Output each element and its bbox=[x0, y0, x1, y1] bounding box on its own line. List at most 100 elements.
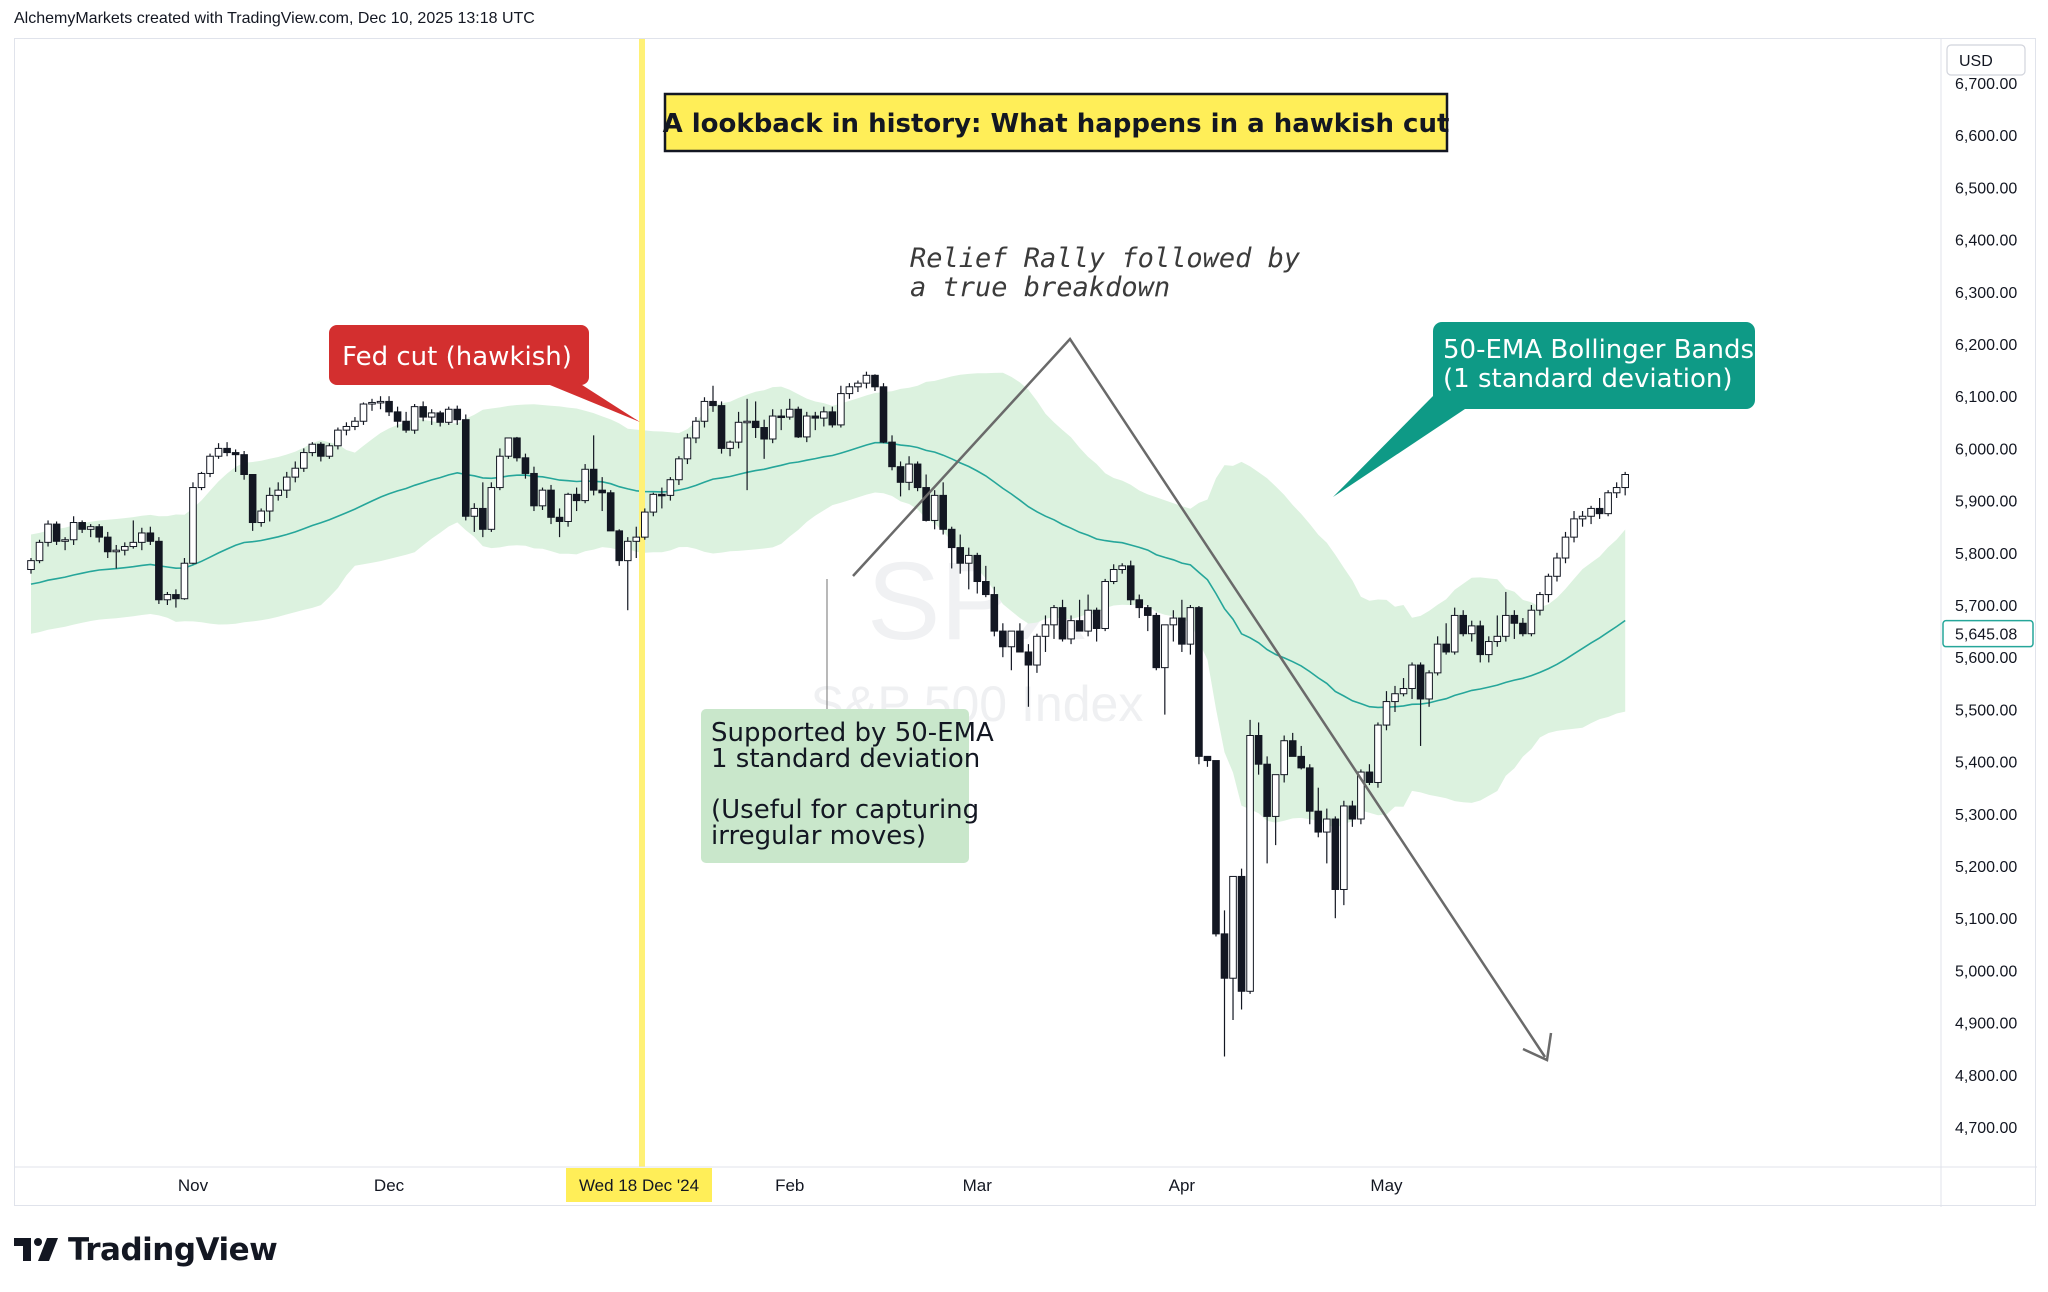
candle bbox=[513, 436, 521, 462]
candle bbox=[444, 406, 453, 425]
candle bbox=[530, 466, 538, 512]
candle bbox=[999, 623, 1007, 658]
candle bbox=[1476, 620, 1485, 663]
price-tick-label: 5,000.00 bbox=[1955, 963, 2017, 980]
candle bbox=[947, 526, 956, 569]
candle bbox=[1084, 594, 1092, 637]
highlight-date-label: Wed 18 Dec '24 bbox=[579, 1176, 699, 1195]
candle bbox=[1561, 531, 1570, 564]
candle bbox=[1186, 605, 1195, 655]
time-axis[interactable]: NovDec2025FebMarAprMay bbox=[178, 1176, 1403, 1195]
time-tick-label: May bbox=[1370, 1176, 1403, 1195]
fed-cut-callout: Fed cut (hawkish) bbox=[329, 325, 640, 422]
time-tick-label: Apr bbox=[1169, 1176, 1196, 1195]
candle bbox=[641, 508, 649, 540]
candle bbox=[376, 396, 385, 410]
price-chart[interactable]: SPX S&P 500 Index A lookback in history:… bbox=[15, 39, 2037, 1207]
candle bbox=[419, 401, 427, 422]
support-label-3: (Useful for capturing bbox=[711, 795, 979, 825]
price-axis[interactable]: 6,700.00 6,600.00 6,500.00 6,400.00 6,300.00… bbox=[1955, 76, 2017, 1137]
candle bbox=[1578, 511, 1587, 527]
price-tick-label: 6,100.00 bbox=[1955, 389, 2017, 406]
candle bbox=[103, 531, 112, 559]
candle bbox=[206, 453, 214, 478]
candle bbox=[1067, 615, 1075, 645]
candle bbox=[240, 451, 248, 480]
candle bbox=[1237, 868, 1246, 1010]
candle bbox=[1502, 591, 1510, 642]
candle bbox=[1365, 764, 1374, 786]
candle bbox=[990, 586, 999, 637]
candle bbox=[52, 521, 61, 545]
candle bbox=[248, 474, 257, 531]
candle bbox=[794, 406, 803, 438]
candle bbox=[658, 487, 666, 509]
candle bbox=[905, 456, 913, 491]
candle bbox=[1041, 615, 1050, 652]
candle bbox=[1152, 612, 1161, 671]
candle bbox=[709, 385, 717, 412]
price-tick-label: 6,700.00 bbox=[1955, 76, 2017, 93]
candle bbox=[368, 398, 376, 411]
chart-frame[interactable]: SPX S&P 500 Index A lookback in history:… bbox=[14, 38, 2037, 1207]
candle bbox=[1391, 685, 1399, 713]
candle bbox=[675, 456, 683, 485]
candle bbox=[461, 414, 470, 521]
candle bbox=[453, 405, 462, 425]
candle bbox=[470, 503, 479, 532]
candle bbox=[163, 591, 172, 605]
price-tick-label: 5,600.00 bbox=[1955, 650, 2017, 667]
candle bbox=[649, 492, 658, 517]
candle bbox=[743, 398, 751, 491]
candle bbox=[1007, 630, 1016, 671]
candle bbox=[547, 484, 555, 525]
tradingview-brand[interactable]: TradingView bbox=[14, 1230, 278, 1270]
candle bbox=[1229, 875, 1237, 1020]
candle bbox=[930, 490, 939, 530]
support-callout: Supported by 50-EMA 1 standard deviation… bbox=[701, 709, 994, 863]
candle bbox=[1459, 610, 1468, 637]
candle bbox=[1220, 910, 1229, 1057]
candle bbox=[291, 461, 300, 483]
candle bbox=[879, 383, 888, 444]
candle bbox=[61, 537, 69, 551]
candle bbox=[1612, 482, 1621, 498]
candle bbox=[1263, 756, 1271, 864]
candle bbox=[1544, 573, 1553, 603]
candle bbox=[1519, 618, 1527, 637]
candle bbox=[334, 427, 342, 450]
bollinger-callout-pointer bbox=[1333, 394, 1468, 497]
bollinger-band-fill bbox=[31, 372, 1626, 829]
candle bbox=[820, 406, 828, 427]
candle bbox=[1348, 800, 1357, 827]
price-tick-label: 4,900.00 bbox=[1955, 1016, 2017, 1033]
candle bbox=[564, 492, 572, 527]
candle bbox=[1604, 490, 1612, 517]
candle bbox=[112, 544, 121, 569]
candle bbox=[1016, 623, 1024, 653]
candle bbox=[1288, 732, 1297, 757]
relief-rally-label-1: Relief Rally followed by bbox=[910, 243, 1301, 274]
candle bbox=[1331, 816, 1340, 919]
candle bbox=[317, 442, 325, 462]
price-tick-label: 6,600.00 bbox=[1955, 128, 2017, 145]
support-callout-box bbox=[701, 709, 969, 863]
price-tick-label: 5,700.00 bbox=[1955, 598, 2017, 615]
candle bbox=[1340, 800, 1348, 906]
ema-line bbox=[30, 441, 1626, 709]
price-tick-label: 5,800.00 bbox=[1955, 546, 2017, 563]
candle bbox=[1143, 605, 1152, 632]
bollinger-label-1: 50-EMA Bollinger Bands bbox=[1443, 335, 1754, 365]
candle bbox=[615, 529, 624, 566]
price-tick-label: 6,500.00 bbox=[1955, 180, 2017, 197]
candle bbox=[231, 449, 240, 472]
candle bbox=[1126, 560, 1135, 605]
candle bbox=[1212, 760, 1220, 937]
price-tick-label: 6,300.00 bbox=[1955, 285, 2017, 302]
candle bbox=[734, 411, 743, 449]
candle bbox=[274, 482, 283, 501]
candle bbox=[572, 487, 581, 512]
price-tick-label: 6,400.00 bbox=[1955, 233, 2017, 250]
candle bbox=[44, 520, 52, 547]
candle bbox=[1169, 610, 1178, 642]
